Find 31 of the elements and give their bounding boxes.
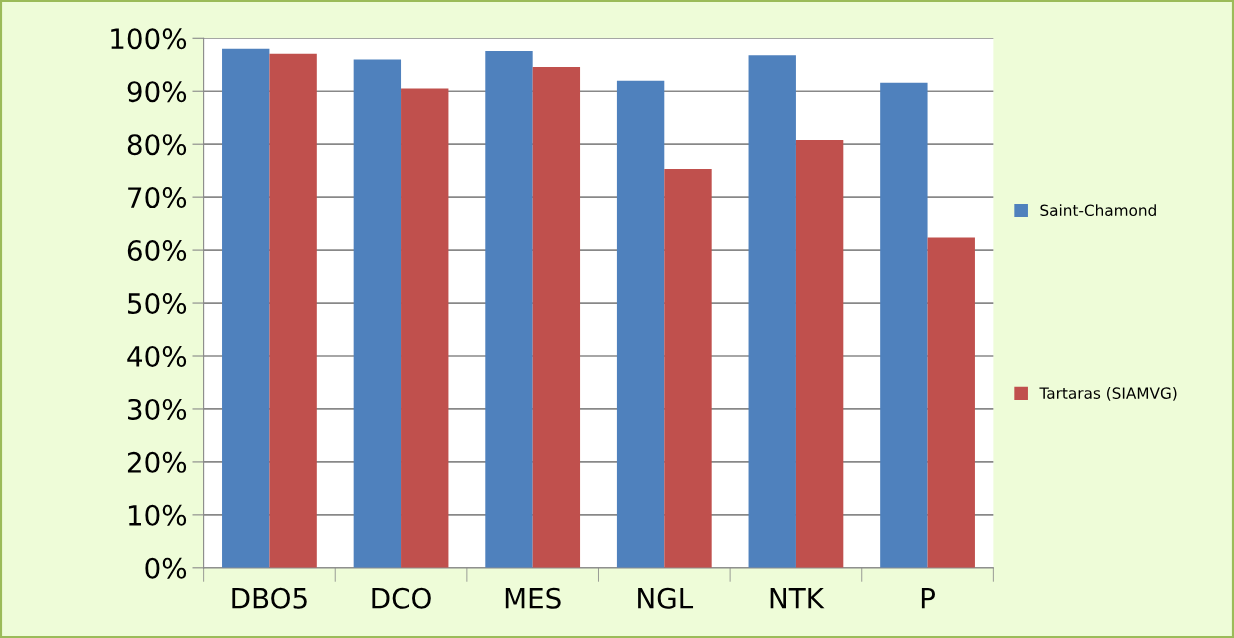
y-tick-label: 80%: [127, 134, 187, 156]
bar: [269, 53, 317, 568]
bar: [616, 80, 665, 568]
y-tick-label: 0%: [145, 557, 187, 579]
bar: [353, 59, 402, 568]
x-tick-label: DCO: [372, 587, 431, 609]
bar: [795, 139, 844, 568]
bar: [664, 169, 712, 568]
bar: [485, 50, 533, 568]
y-tick-label: 50%: [128, 292, 187, 314]
legend-label: Saint-Chamond: [1040, 204, 1156, 217]
bar: [401, 88, 449, 568]
y-tick-label: 70%: [128, 187, 187, 209]
y-tick-label: 30%: [128, 398, 187, 420]
bar: [927, 237, 975, 568]
y-tick-label: 10%: [128, 504, 187, 526]
x-tick-label: DBO5: [232, 587, 307, 609]
y-tick-label: 40%: [127, 345, 187, 367]
bar: [532, 66, 581, 568]
x-tick-label: MES: [505, 587, 561, 609]
x-tick-label: P: [921, 588, 935, 609]
y-tick-label: 60%: [127, 240, 187, 262]
bar: [748, 55, 796, 568]
legend-label: Tartaras (SIAMVG): [1039, 387, 1177, 401]
y-tick-label: 90%: [127, 81, 187, 103]
y-tick-label: 100%: [111, 28, 187, 50]
bar: [222, 48, 270, 568]
bar: [880, 82, 928, 568]
x-tick-label: NTK: [770, 588, 825, 609]
x-tick-label: NGL: [638, 587, 694, 609]
y-tick-label: 20%: [127, 451, 187, 473]
